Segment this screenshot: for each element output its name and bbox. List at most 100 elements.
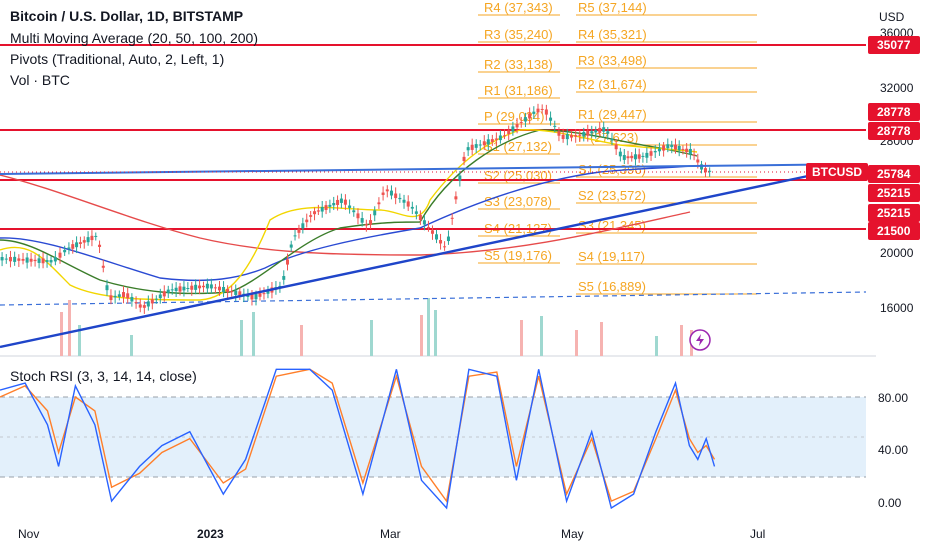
candle	[213, 283, 217, 294]
candle	[339, 193, 343, 209]
price-tag[interactable]: 25215	[868, 184, 920, 202]
candle	[126, 287, 130, 304]
time-tick-label: Nov	[18, 527, 39, 541]
candle	[523, 112, 527, 128]
candle	[154, 295, 158, 304]
candle	[450, 213, 454, 225]
symbol-tag[interactable]: BTCUSD	[806, 163, 868, 181]
price-tag[interactable]: 28778	[868, 103, 920, 121]
time-tick-label: Mar	[380, 527, 401, 541]
volume-bar	[655, 336, 658, 356]
candle	[75, 236, 79, 254]
candle	[626, 150, 630, 165]
candle	[511, 121, 515, 136]
volume-bar	[240, 320, 243, 356]
candle	[25, 252, 29, 269]
candle	[174, 282, 178, 298]
price-tag[interactable]: 28778	[868, 122, 920, 140]
volume-bar	[680, 325, 683, 356]
volume-legend[interactable]: Vol · BTC	[10, 72, 70, 88]
candle	[13, 251, 17, 266]
candle	[586, 124, 590, 142]
candle	[373, 206, 377, 222]
stoch-rsi	[0, 368, 716, 510]
volume-bar	[300, 325, 303, 356]
price-tag[interactable]: 35077	[868, 36, 920, 54]
candle	[21, 252, 25, 265]
candle	[482, 135, 486, 150]
candle	[708, 167, 712, 177]
candle	[94, 232, 98, 241]
volume-bar	[68, 300, 71, 356]
pivot-label-left: S1 (27,132)	[484, 139, 552, 154]
currency-label: USD	[879, 10, 905, 24]
candle	[222, 281, 226, 298]
candle	[320, 200, 324, 218]
candle	[45, 254, 49, 268]
stoch-legend[interactable]: Stoch RSI (3, 3, 14, 14, close)	[10, 368, 197, 384]
stoch-tick-label: 80.00	[878, 391, 908, 405]
pivot-label-right: R4 (35,321)	[578, 27, 647, 42]
time-axis[interactable]: Nov 2023 Mar May Jul	[18, 527, 765, 541]
stoch-axis[interactable]: 80.00 40.00 0.00	[878, 391, 908, 510]
candle	[316, 204, 320, 216]
candle	[282, 270, 286, 285]
candle	[410, 201, 414, 215]
candle	[578, 129, 582, 142]
candle	[606, 127, 610, 140]
candle	[602, 121, 606, 138]
svg-text:28778: 28778	[877, 124, 911, 138]
candle	[598, 121, 602, 137]
candle	[394, 187, 398, 205]
candle	[470, 138, 474, 156]
price-tag[interactable]: 25784	[868, 165, 920, 183]
pivots-legend[interactable]: Pivots (Traditional, Auto, 2, Left, 1)	[10, 51, 225, 67]
volume-bar	[370, 320, 373, 356]
candle	[389, 185, 393, 200]
candle	[352, 206, 356, 217]
candle	[402, 194, 406, 209]
price-tag[interactable]: 25215	[868, 204, 920, 222]
candle	[519, 116, 523, 128]
candle	[439, 233, 443, 250]
candle	[703, 162, 707, 178]
candle	[86, 231, 90, 246]
candle	[381, 186, 385, 201]
price-axis[interactable]: USD3600032000280002000016000350772877828…	[806, 10, 920, 315]
candle	[610, 132, 614, 146]
candle	[122, 286, 126, 304]
candle	[117, 290, 121, 301]
candle	[458, 170, 462, 187]
svg-text:25215: 25215	[877, 186, 911, 200]
price-tag[interactable]: 21500	[868, 222, 920, 240]
candle	[618, 147, 622, 162]
svg-text:35077: 35077	[877, 38, 911, 52]
candle	[681, 145, 685, 155]
candle	[109, 289, 113, 305]
candle	[101, 259, 105, 273]
candle	[462, 151, 466, 166]
candle	[328, 199, 332, 213]
volume-bar	[420, 315, 423, 356]
volume-bar	[600, 322, 603, 356]
candle	[364, 219, 368, 232]
candle	[37, 254, 41, 269]
candle	[503, 129, 507, 140]
lightning-icon[interactable]	[689, 329, 711, 351]
candle	[498, 130, 502, 144]
ma-legend[interactable]: Multi Moving Average (20, 50, 100, 200)	[10, 30, 259, 46]
candle	[289, 240, 293, 252]
candle	[293, 229, 297, 241]
volume-bar	[575, 330, 578, 356]
candle	[332, 196, 336, 211]
candle	[590, 125, 594, 138]
rising-trendline[interactable]	[0, 174, 809, 349]
candle	[182, 281, 186, 297]
price-tick-label: 32000	[880, 81, 914, 95]
candle	[418, 210, 422, 225]
candle	[134, 296, 138, 309]
volume-bar	[540, 316, 543, 356]
candle	[178, 282, 182, 296]
candle	[150, 293, 154, 310]
